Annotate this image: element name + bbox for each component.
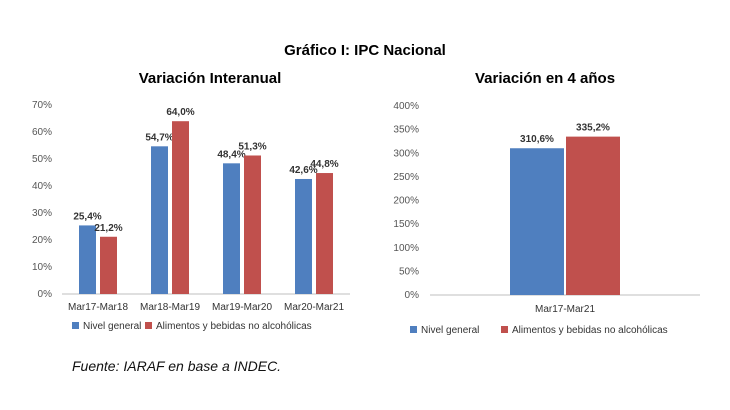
legend-swatch (72, 322, 79, 329)
y-tick-label: 10% (32, 262, 52, 273)
x-tick-label: Mar17-Mar21 (535, 304, 595, 315)
data-label: 48,4% (217, 149, 245, 160)
y-tick-label: 60% (32, 127, 52, 138)
y-tick-label: 0% (405, 290, 420, 301)
data-label: 54,7% (145, 132, 173, 143)
data-label: 310,6% (520, 134, 554, 145)
y-tick-label: 350% (393, 125, 419, 136)
y-tick-label: 50% (399, 266, 419, 277)
legend-swatch (145, 322, 152, 329)
data-label: 25,4% (73, 211, 101, 222)
legend-swatch (501, 326, 508, 333)
source-note: Fuente: IARAF en base a INDEC. (72, 358, 282, 374)
y-tick-label: 40% (32, 181, 52, 192)
x-tick-label: Mar20-Mar21 (284, 302, 344, 313)
data-label: 42,6% (289, 165, 317, 176)
bar (79, 225, 96, 294)
bar (566, 136, 620, 295)
x-tick-label: Mar19-Mar20 (212, 302, 272, 313)
data-label: 64,0% (166, 107, 194, 118)
data-label: 44,8% (310, 159, 338, 170)
bar (316, 173, 333, 294)
bar (100, 236, 117, 294)
bar (244, 155, 261, 294)
main-title: Gráfico I: IPC Nacional (284, 42, 446, 59)
data-label: 51,3% (238, 141, 266, 152)
y-tick-label: 250% (393, 172, 419, 183)
data-label: 21,2% (94, 223, 122, 234)
y-tick-label: 300% (393, 148, 419, 159)
y-tick-label: 30% (32, 208, 52, 219)
bar (151, 146, 168, 294)
legend-entry: Alimentos y bebidas no alcohólicas (156, 321, 312, 332)
chart-title-4-anos: Variación en 4 años (474, 70, 616, 87)
x-tick-label: Mar17-Mar18 (68, 302, 128, 313)
bar (223, 163, 240, 294)
bar (295, 178, 312, 294)
y-tick-label: 70% (32, 100, 52, 111)
y-tick-label: 100% (393, 243, 419, 254)
y-tick-label: 400% (393, 101, 419, 112)
chart-title-interanual: Variación Interanual (138, 70, 282, 87)
y-tick-label: 50% (32, 154, 52, 165)
data-label: 335,2% (576, 123, 610, 134)
legend-entry: Alimentos y bebidas no alcohólicas (512, 325, 668, 336)
y-tick-label: 200% (393, 196, 419, 207)
legend-entry: Nivel general (421, 325, 479, 336)
y-tick-label: 0% (38, 289, 53, 300)
y-tick-label: 20% (32, 235, 52, 246)
x-tick-label: Mar18-Mar19 (140, 302, 200, 313)
legend-entry: Nivel general (83, 321, 141, 332)
bar (510, 148, 564, 295)
y-tick-label: 150% (393, 219, 419, 230)
legend-swatch (410, 326, 417, 333)
bar (172, 121, 189, 294)
